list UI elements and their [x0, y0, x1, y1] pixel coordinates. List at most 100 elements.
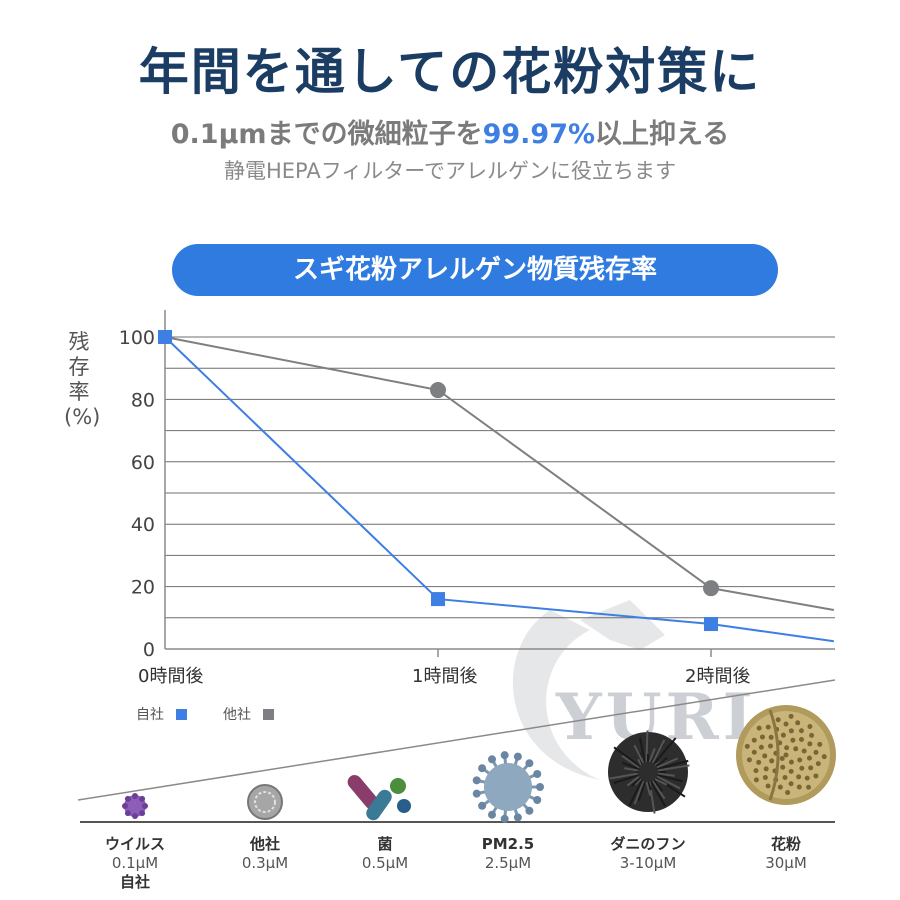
pollen-pore	[813, 749, 819, 755]
subheadline: 0.1μmまでの微細粒子を99.97%以上抑える	[0, 112, 900, 151]
virus-spike	[124, 810, 131, 817]
pollen-pore	[804, 775, 810, 781]
data-point-own	[704, 617, 718, 632]
pollen-pore	[746, 757, 752, 763]
pollen-pore	[782, 774, 788, 780]
y-tick-label: 20	[131, 577, 155, 599]
particle-size: 2.5μM	[484, 854, 532, 872]
series-line-other	[164, 336, 835, 611]
mite-dropping-fiber	[650, 781, 666, 807]
particle-size: 0.1μM	[111, 854, 159, 872]
pollen-pore	[796, 784, 802, 790]
pollen-pore	[765, 783, 771, 789]
pollen-pore	[784, 745, 790, 751]
pollen-pore	[779, 755, 785, 761]
x-tick-label: 1時間後	[412, 666, 477, 687]
pm25-spike-tip	[536, 783, 544, 791]
headline: 年間を通しての花粉対策に	[138, 43, 762, 101]
pm25-spike-tip	[472, 789, 481, 798]
pm25-spike-tip	[478, 764, 487, 773]
mite-dropping-fiber	[653, 737, 677, 765]
data-point-own	[431, 592, 445, 607]
particle-name: 他社	[249, 835, 280, 853]
pollen-pore	[808, 765, 814, 771]
legend-item-other: 他社	[223, 704, 274, 724]
mite-dropping-fiber	[657, 774, 683, 783]
mite-dropping-fiber	[655, 757, 669, 767]
pollen-pore	[788, 728, 794, 734]
data-point-other	[703, 580, 719, 597]
y-tick-label: 80	[131, 389, 155, 411]
pollen-pore	[775, 717, 781, 723]
virus-spike	[139, 810, 146, 817]
mite-dropping-fiber	[648, 747, 656, 763]
pollen-pore	[783, 752, 789, 758]
pollen-pore	[762, 775, 768, 781]
particle-size: 30μM	[765, 854, 807, 872]
pollen-pore	[751, 737, 757, 743]
pm25-icon	[472, 751, 544, 823]
pollen-pore	[788, 781, 794, 787]
pollen-pore	[788, 759, 794, 765]
particle-name: PM2.5	[481, 835, 535, 853]
x-tick-label: 2時間後	[685, 666, 750, 687]
pollen-pore	[765, 724, 771, 730]
pollen-pore	[768, 734, 774, 740]
pollen-pore	[815, 761, 821, 767]
pollen-icon	[736, 705, 836, 805]
mite-dropping-fiber	[653, 779, 663, 793]
particle-size: 0.5μM	[361, 854, 409, 872]
particle-label: 菌 0.5μM	[310, 835, 460, 873]
pollen-pore	[769, 758, 775, 764]
mite-dropping-fiber	[645, 781, 652, 796]
pollen-pore	[798, 728, 804, 734]
virus-spike	[132, 813, 138, 819]
pollen-pore	[783, 721, 789, 727]
pollen-pore	[768, 743, 774, 749]
pollen-pore	[751, 749, 757, 755]
virus-spike	[122, 803, 128, 809]
particle-badge: 自社	[119, 873, 150, 891]
particle-size: 3-10μM	[619, 854, 677, 872]
mite-dropping-fiber	[637, 758, 642, 766]
particle-name: 菌	[377, 835, 393, 853]
y-tick-label: 100	[119, 327, 155, 349]
pollen-pore	[809, 732, 815, 738]
particle-icon	[247, 784, 283, 820]
bacteria-rod	[347, 775, 379, 809]
pm25-spike-tip	[488, 810, 496, 819]
virus-spike	[124, 795, 131, 802]
pollen-pore	[807, 723, 813, 729]
legend-swatch-own	[176, 708, 187, 720]
pollen-pore	[744, 743, 750, 749]
bacteria-cell	[390, 778, 406, 794]
virus-spike	[142, 803, 148, 809]
subheadline-pre: 0.1μmまでの微細粒子を	[170, 119, 483, 150]
particle-name: ダニのフン	[610, 835, 686, 853]
pm25-spike-tip	[525, 759, 534, 768]
pm25-spike-tip	[525, 806, 534, 815]
pm25-spike-tip	[533, 796, 542, 805]
pm25-body	[484, 763, 532, 811]
pollen-pore	[758, 744, 764, 750]
pollen-pore	[788, 713, 794, 719]
y-tick-label: 0	[143, 639, 155, 661]
feature-note: 静電HEPAフィルターでアレルゲンに役立ちます	[223, 159, 677, 183]
legend-item-own: 自社	[136, 704, 187, 724]
mite-dropping-fiber	[651, 739, 666, 764]
pollen-pore	[762, 753, 768, 759]
y-tick-label: 40	[131, 514, 155, 536]
mite-dropping-fiber	[630, 777, 641, 787]
pollen-pore	[788, 768, 794, 774]
mite-dropping-fiber	[626, 775, 640, 787]
mite-dropping-fiber	[609, 772, 639, 780]
mite-dropping-icon	[608, 730, 690, 814]
subheadline-highlight: 99.97%	[482, 119, 596, 150]
pollen-groove	[768, 709, 780, 801]
mite-dropping-fiber	[647, 781, 652, 791]
pm25-spike-tip	[500, 751, 509, 760]
pm25-spike-tip	[488, 755, 496, 764]
pollen-pore	[797, 757, 803, 763]
bacteria-rod	[366, 789, 392, 821]
